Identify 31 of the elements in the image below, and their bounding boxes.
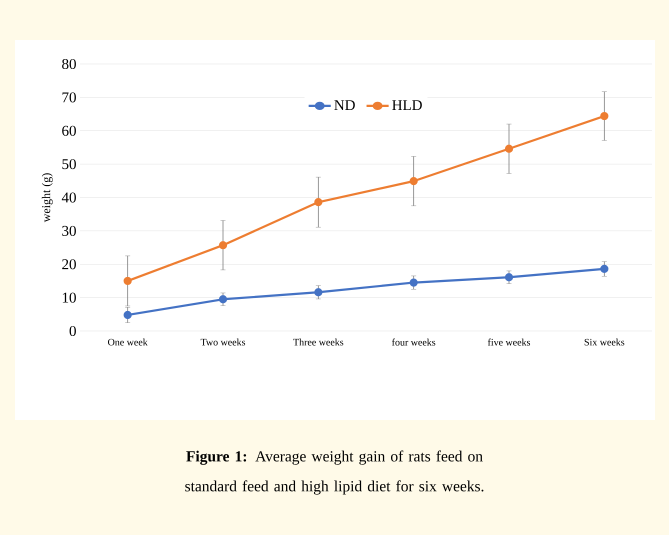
point bbox=[600, 112, 608, 120]
y-tick-label: 30 bbox=[62, 226, 76, 236]
point bbox=[410, 177, 418, 186]
point bbox=[124, 310, 132, 320]
y-axis-title: weight (g) bbox=[42, 173, 53, 222]
point bbox=[600, 264, 608, 274]
y-tick-label: 20 bbox=[62, 259, 76, 270]
x-tick-label: Three weeks bbox=[293, 338, 344, 346]
legend-label: HLD bbox=[392, 100, 422, 110]
y-tick-label: 60 bbox=[62, 126, 76, 136]
y-tick-label: 40 bbox=[62, 192, 76, 203]
x-tick-label: One week bbox=[108, 338, 148, 346]
point bbox=[218, 241, 228, 250]
point bbox=[504, 273, 514, 282]
x-tick-label: Six weeks bbox=[584, 338, 624, 346]
point bbox=[218, 295, 228, 304]
y-tick-label: 80 bbox=[62, 58, 76, 70]
point bbox=[504, 144, 514, 153]
text: Figure 1: Average weight gain of rats feed on standard feed and high lipid diet for six weeks. bbox=[185, 450, 484, 495]
point bbox=[124, 276, 132, 286]
y-tick-label: 10 bbox=[62, 292, 76, 303]
x-tick-label: five weeks bbox=[488, 338, 530, 346]
y-tick-label: 0 bbox=[70, 326, 76, 336]
x-tick-label: four weeks bbox=[392, 338, 436, 346]
point bbox=[410, 278, 418, 287]
y-tick-label: 50 bbox=[62, 159, 76, 170]
x-tick-label: Two weeks bbox=[200, 338, 246, 346]
point bbox=[314, 288, 322, 296]
legend-label: ND bbox=[334, 100, 355, 110]
point bbox=[314, 198, 322, 206]
y-tick-label: 70 bbox=[62, 92, 76, 102]
